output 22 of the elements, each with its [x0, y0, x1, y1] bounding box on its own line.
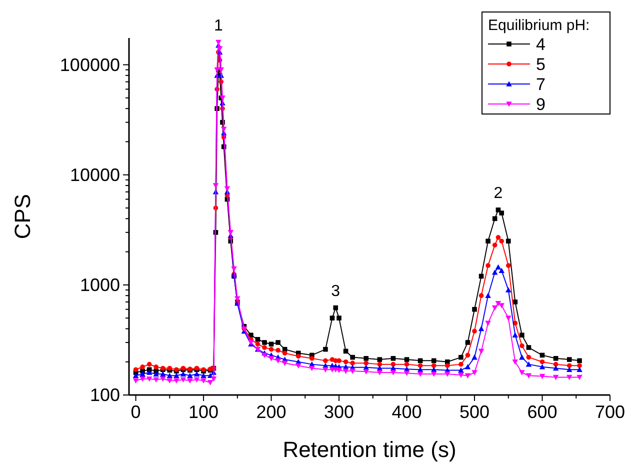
y-tick-label: 100000 [60, 54, 120, 75]
y-axis-title: CPS [10, 194, 35, 240]
legend-label: 9 [536, 95, 546, 114]
x-tick-label: 300 [324, 402, 354, 422]
legend-label: 4 [536, 35, 546, 54]
legend-title: Equilibrium pH: [488, 17, 590, 34]
x-tick-label: 600 [527, 402, 558, 422]
x-axis-title: Retention time (s) [282, 437, 456, 462]
x-tick-label: 700 [594, 402, 626, 422]
y-tick-label: 10000 [70, 164, 120, 185]
x-tick-label: 500 [459, 402, 490, 422]
x-tick-label: 200 [256, 402, 286, 422]
annotation: 2 [494, 184, 503, 202]
y-tick-label: 1000 [80, 274, 120, 295]
x-tick-label: 0 [130, 402, 141, 422]
x-tick-label: 400 [392, 402, 422, 422]
legend-label: 7 [536, 75, 546, 94]
x-tick-label: 100 [188, 402, 219, 422]
legend-label: 5 [536, 55, 546, 74]
annotation: 3 [331, 282, 340, 300]
annotation: 1 [214, 17, 223, 34]
y-tick-label: 100 [90, 385, 120, 405]
